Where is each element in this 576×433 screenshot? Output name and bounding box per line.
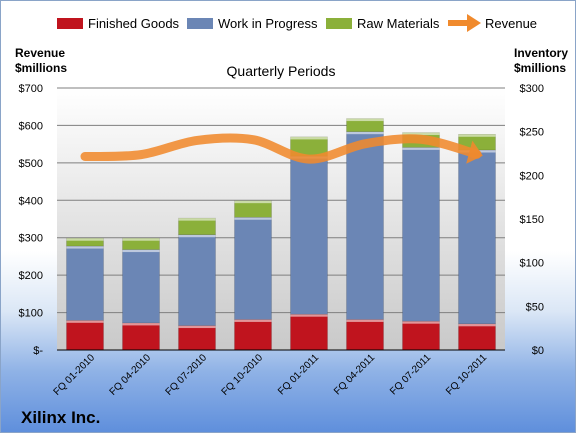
- chart-title: Quarterly Periods: [227, 63, 336, 79]
- bar-finished-goods: [178, 325, 216, 351]
- bar-finished-goods: [458, 323, 496, 351]
- x-tick-label: FQ 10-2011: [444, 352, 489, 397]
- bar-highlight: [458, 134, 496, 137]
- bars: [66, 118, 496, 351]
- legend-swatch-work-in-progress: [187, 18, 213, 29]
- bar-highlight: [234, 217, 272, 220]
- x-tick-label: FQ 07-2011: [388, 352, 433, 397]
- left-tick-label: $-: [33, 345, 43, 357]
- x-axis-labels: FQ 01-2010 FQ 04-2010 FQ 07-2010 FQ 10-2010…: [52, 352, 490, 398]
- right-tick-label: $50: [526, 301, 544, 313]
- bar-highlight: [234, 200, 272, 204]
- bar-finished-goods: [346, 319, 384, 351]
- bar-finished-goods: [122, 322, 160, 351]
- bar-highlight: [178, 218, 216, 221]
- left-axis-ticks: $- $100 $200 $300 $400 $500 $600 $700: [19, 83, 44, 357]
- bar-highlight: [122, 322, 160, 326]
- bar-finished-goods: [234, 319, 272, 351]
- bar-work-in-progress: [402, 147, 440, 322]
- x-tick-label: FQ 07-2010: [164, 352, 210, 398]
- bar-highlight: [346, 118, 384, 122]
- x-tick-label: FQ 01-2010: [52, 352, 98, 398]
- bar-work-in-progress: [122, 249, 160, 324]
- right-tick-label: $100: [520, 258, 544, 270]
- bar-highlight: [66, 246, 104, 249]
- left-axis-title-line1: Revenue: [15, 46, 65, 60]
- bar-highlight: [178, 325, 216, 329]
- legend-label-raw-materials: Raw Materials: [357, 16, 440, 31]
- bar-highlight: [122, 249, 160, 253]
- right-axis-title-line2: $millions: [514, 61, 566, 75]
- x-tick-label: FQ 04-2011: [332, 352, 377, 397]
- bar-finished-goods: [66, 320, 104, 351]
- bar-work-in-progress: [458, 149, 496, 325]
- legend-label-work-in-progress: Work in Progress: [218, 16, 318, 31]
- legend-swatch-raw-materials: [326, 18, 352, 29]
- left-tick-label: $200: [19, 270, 43, 282]
- revenue-arrowhead: [466, 140, 483, 164]
- bar-highlight: [290, 314, 328, 317]
- left-tick-label: $400: [19, 195, 43, 207]
- revenue-line: [80, 133, 483, 164]
- bar-work-in-progress: [178, 234, 216, 326]
- right-tick-label: $150: [520, 214, 544, 226]
- left-axis-title-line2: $millions: [15, 61, 67, 75]
- left-tick-label: $300: [19, 233, 43, 245]
- bar-finished-goods: [290, 313, 328, 351]
- bar-highlight: [458, 323, 496, 327]
- left-tick-label: $500: [19, 158, 43, 170]
- right-tick-label: $300: [520, 83, 544, 95]
- bar-highlight: [402, 132, 440, 136]
- company-name: Xilinx Inc.: [21, 408, 100, 427]
- legend-label-finished-goods: Finished Goods: [88, 16, 180, 31]
- bar-highlight: [402, 147, 440, 150]
- bar-work-in-progress: [346, 131, 384, 320]
- bar-work-in-progress: [234, 217, 272, 320]
- x-tick-label: FQ 10-2010: [220, 352, 266, 398]
- legend-revenue-arrow-icon: [448, 14, 481, 32]
- right-tick-label: $0: [532, 345, 544, 357]
- x-tick-label: FQ 04-2010: [108, 352, 154, 398]
- bar-work-in-progress: [66, 245, 104, 321]
- x-tick-label: FQ 01-2011: [276, 352, 321, 397]
- bar-highlight: [178, 234, 216, 238]
- legend: Finished Goods Work in Progress Raw Mate…: [57, 14, 537, 32]
- bar-highlight: [234, 319, 272, 322]
- legend-label-revenue: Revenue: [485, 16, 537, 31]
- bar-highlight: [66, 238, 104, 241]
- bar-highlight: [122, 238, 160, 241]
- bar-highlight: [402, 321, 440, 324]
- bar-work-in-progress: [290, 155, 328, 315]
- revenue-line-path: [80, 133, 482, 164]
- right-tick-label: $250: [520, 127, 544, 139]
- bar-highlight: [290, 136, 328, 140]
- bar-highlight: [346, 319, 384, 322]
- right-axis-title-line1: Inventory: [514, 46, 568, 60]
- bar-highlight: [346, 131, 384, 135]
- right-axis-ticks: $0 $50 $100 $150 $200 $250 $300: [520, 83, 544, 357]
- left-tick-label: $700: [19, 83, 43, 95]
- left-tick-label: $100: [19, 308, 43, 320]
- left-tick-label: $600: [19, 120, 43, 132]
- bar-highlight: [66, 320, 104, 323]
- legend-swatch-finished-goods: [57, 18, 83, 29]
- bar-finished-goods: [402, 320, 440, 351]
- right-tick-label: $200: [520, 170, 544, 182]
